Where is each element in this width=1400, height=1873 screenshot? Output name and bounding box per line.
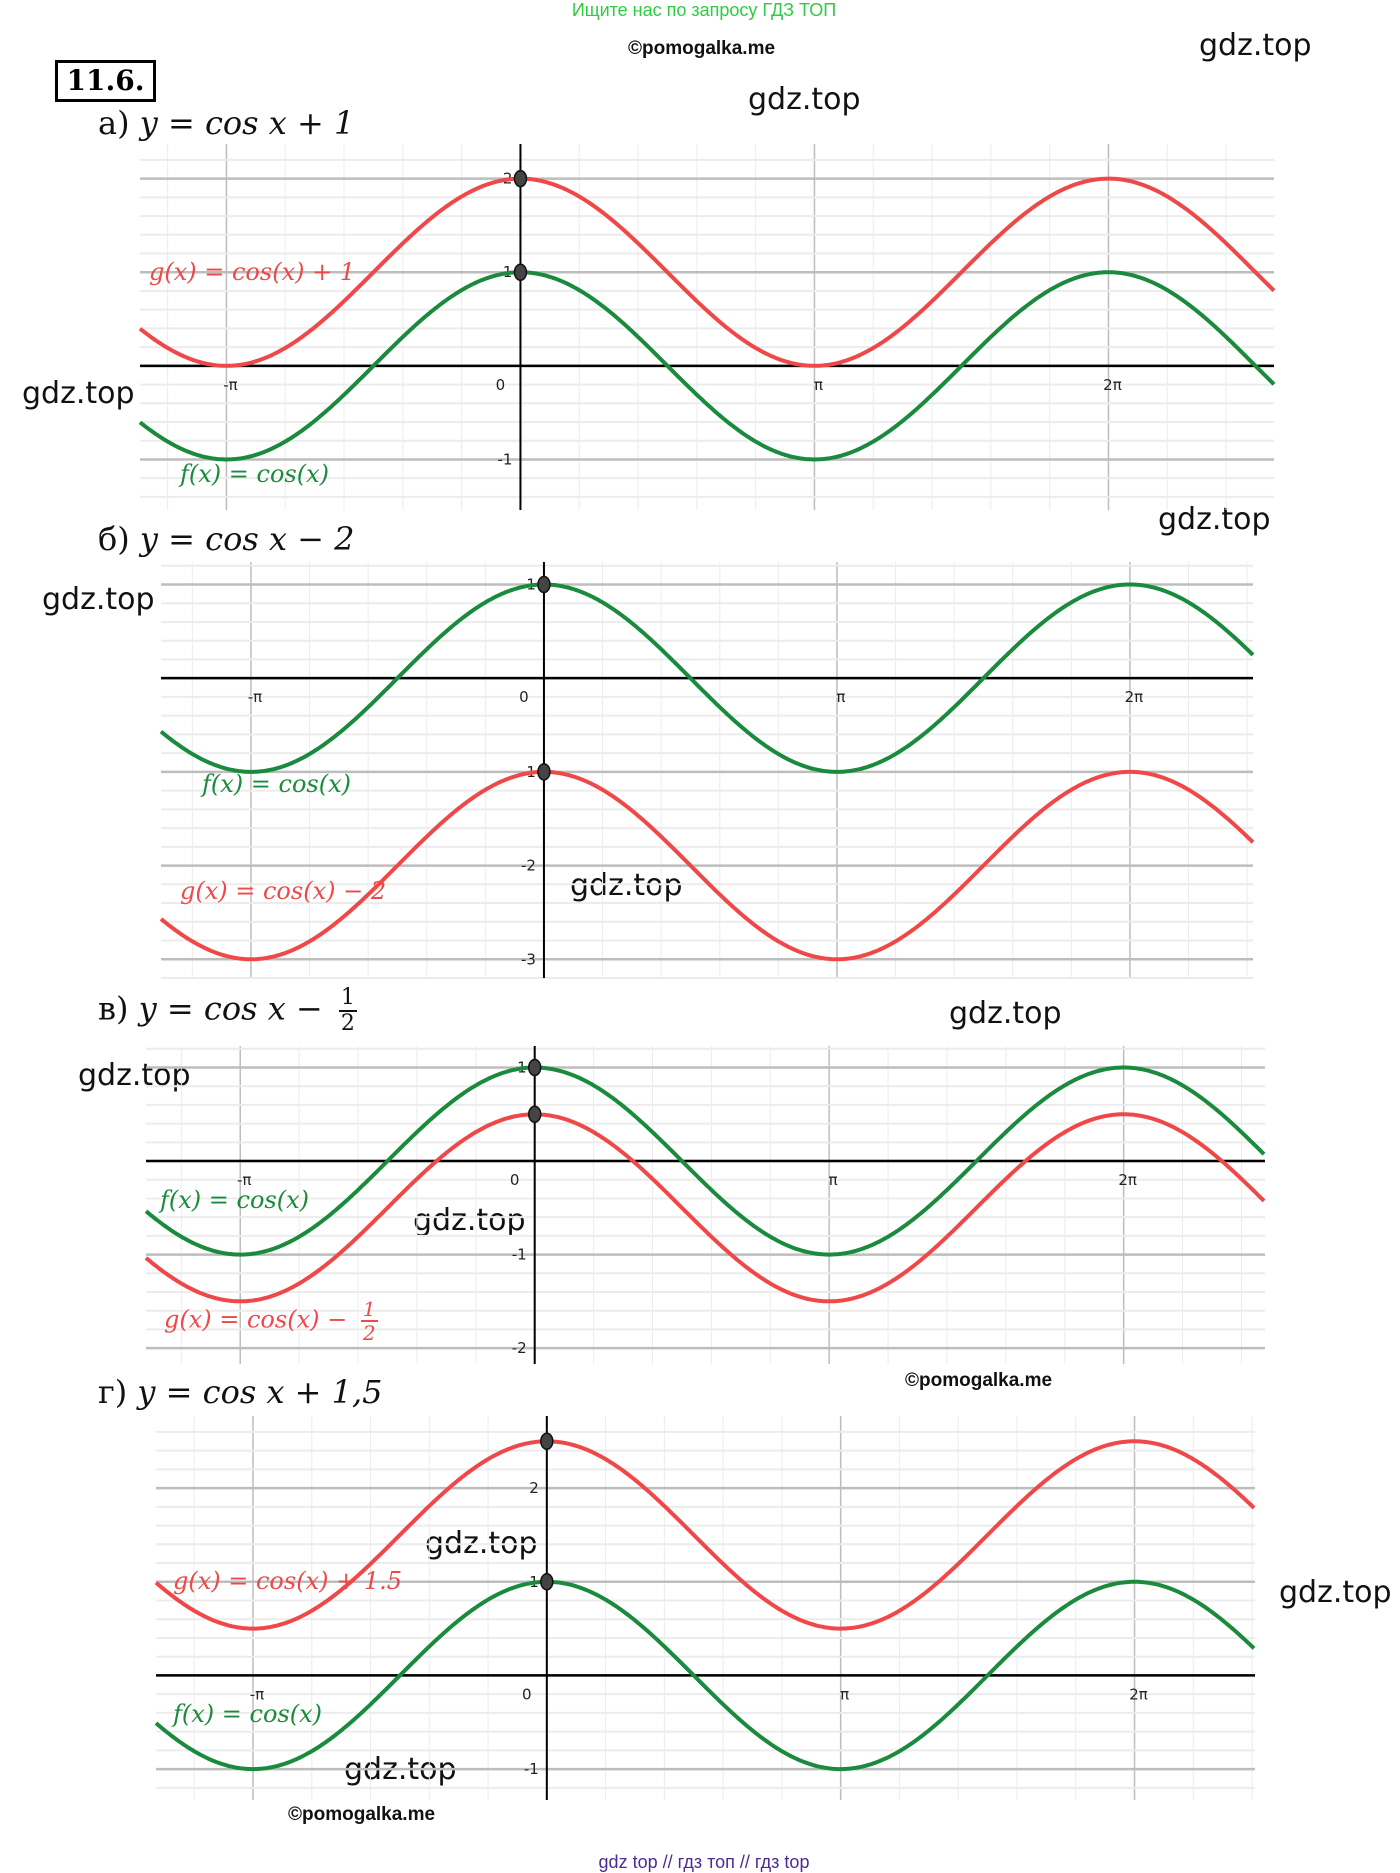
footer-ad-text: gdz top // гдз топ // гдз top bbox=[598, 1852, 810, 1872]
x-tick-label: 0 bbox=[496, 376, 506, 394]
y-tick-label: -1 bbox=[512, 1246, 527, 1264]
site-watermark: gdz.top bbox=[413, 1203, 526, 1238]
curve-f bbox=[144, 1065, 1266, 1257]
heading-a: а) y = cos x + 1 bbox=[98, 104, 354, 142]
x-tick-label: -π bbox=[223, 376, 237, 394]
site-watermark: gdz.top bbox=[748, 82, 861, 117]
marked-point bbox=[513, 169, 528, 188]
y-tick-label: -1 bbox=[524, 1760, 539, 1778]
x-tick-label: 2π bbox=[1129, 1685, 1148, 1703]
heading-d: г) y = cos x + 1,5 bbox=[98, 1373, 383, 1411]
x-tick-label: π bbox=[840, 1685, 849, 1703]
y-tick-label: -1 bbox=[497, 450, 512, 468]
y-tick-label: -3 bbox=[521, 950, 536, 968]
heading-formula: y = cos x + 1 bbox=[139, 104, 355, 142]
chart-c: -π 0 π 2π 1 -1 -2 bbox=[144, 1046, 1266, 1364]
legend-g-text: g(x) = cos(x) − bbox=[164, 1305, 355, 1334]
x-tick-label: π bbox=[836, 688, 845, 706]
copyright-watermark: ©pomogalka.me bbox=[905, 1370, 1053, 1391]
heading-label: б) bbox=[98, 520, 130, 558]
legend-f: f(x) = cos(x) bbox=[160, 1186, 309, 1214]
x-tick-label: π bbox=[814, 376, 823, 394]
x-tick-label: 0 bbox=[522, 1685, 532, 1703]
heading-b: б) y = cos x − 2 bbox=[98, 520, 355, 558]
curve-f bbox=[159, 582, 1255, 774]
marked-point bbox=[537, 575, 551, 594]
curve-f bbox=[154, 1579, 1256, 1772]
x-tick-label: -π bbox=[237, 1171, 251, 1189]
chart-b: -π 0 π 2π1-1-2-3 bbox=[159, 562, 1255, 979]
y-tick-label: -2 bbox=[521, 857, 536, 875]
site-watermark: gdz.top bbox=[949, 996, 1062, 1031]
y-tick-label: -2 bbox=[512, 1339, 527, 1357]
marked-point bbox=[527, 1058, 542, 1077]
marked-point bbox=[540, 1573, 554, 1591]
heading-formula: y = cos x + 1,5 bbox=[137, 1373, 383, 1411]
copyright-watermark: ©pomogalka.me bbox=[628, 38, 776, 59]
problem-number: 11.6. bbox=[55, 60, 156, 102]
x-tick-label: 2π bbox=[1103, 376, 1122, 394]
curve-f bbox=[138, 270, 1276, 462]
heading-label: в) bbox=[98, 989, 129, 1028]
x-tick-label: 0 bbox=[519, 688, 529, 706]
legend-f: f(x) = cos(x) bbox=[180, 460, 329, 488]
search-ad-text: Ищите нас по запросу ГДЗ ТОП bbox=[571, 0, 837, 20]
site-watermark: gdz.top bbox=[1199, 28, 1312, 63]
x-tick-label: 2π bbox=[1118, 1171, 1137, 1189]
legend-g: g(x) = cos(x) + 1 bbox=[149, 258, 356, 286]
site-watermark: gdz.top bbox=[42, 582, 155, 617]
x-tick-label: 0 bbox=[510, 1171, 520, 1189]
heading-formula: y = cos x − 2 bbox=[139, 520, 355, 558]
copyright-watermark: ©pomogalka.me bbox=[288, 1804, 436, 1825]
curve-g bbox=[154, 1439, 1256, 1631]
marked-point bbox=[540, 1432, 554, 1451]
heading-label: а) bbox=[98, 104, 130, 142]
fraction-denominator: 2 bbox=[340, 1011, 355, 1036]
x-tick-label: 2π bbox=[1125, 688, 1144, 706]
site-watermark: gdz.top bbox=[1158, 502, 1271, 537]
fraction-numerator: 1 bbox=[360, 1297, 378, 1322]
curve-g bbox=[138, 176, 1276, 368]
marked-point bbox=[513, 263, 528, 281]
legend-f: f(x) = cos(x) bbox=[173, 1700, 322, 1728]
fraction-numerator: 1 bbox=[338, 985, 357, 1012]
x-tick-label: -π bbox=[248, 688, 262, 706]
x-tick-label: -π bbox=[250, 1685, 264, 1703]
fraction-denominator: 2 bbox=[362, 1321, 376, 1345]
legend-g: g(x) = cos(x) − 2 bbox=[180, 877, 387, 905]
marked-point bbox=[537, 763, 551, 781]
legend-g: g(x) = cos(x) + 1.5 bbox=[173, 1567, 402, 1595]
heading-label: г) bbox=[98, 1373, 128, 1411]
site-watermark: gdz.top bbox=[1279, 1575, 1392, 1610]
x-tick-label: π bbox=[829, 1171, 838, 1189]
site-watermark: gdz.top bbox=[570, 868, 683, 903]
marked-point bbox=[527, 1105, 542, 1124]
curve-g bbox=[159, 769, 1255, 962]
site-watermark: gdz.top bbox=[22, 376, 135, 411]
curve-g bbox=[144, 1112, 1266, 1304]
legend-f: f(x) = cos(x) bbox=[202, 770, 351, 798]
y-tick-label: 2 bbox=[529, 1479, 539, 1497]
heading-formula: y = cos x − bbox=[138, 989, 323, 1028]
